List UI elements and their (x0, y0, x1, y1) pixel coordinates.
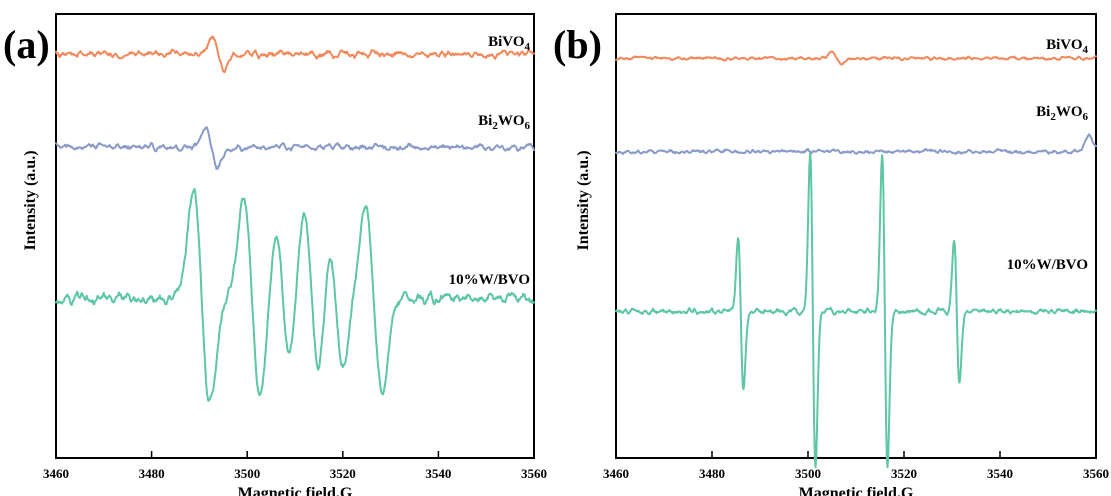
series-label-base: BiVO (488, 34, 524, 50)
series-label: Bi2WO6 (1036, 104, 1088, 123)
x-tick-label: 3460 (43, 466, 69, 481)
series-label: BiVO4 (1046, 37, 1088, 56)
x-tick-label: 3540 (425, 466, 451, 481)
x-tick-label: 3500 (234, 466, 260, 481)
series-label-base: 10%W/BVO (1007, 257, 1088, 273)
x-axis-label: Magnetic field.G (799, 485, 914, 496)
x-tick-label: 3520 (891, 466, 917, 481)
x-tick-label: 3480 (139, 466, 165, 481)
series-line-10-w-bvo (615, 152, 1097, 469)
x-tick-label: 3520 (330, 466, 356, 481)
y-axis-label: Intensity (a.u.) (22, 150, 39, 250)
x-tick-label: 3560 (521, 466, 547, 481)
series-label-subscript: 6 (525, 120, 531, 132)
series-line-10-w-bvo (55, 188, 535, 402)
series-label-base: 10%W/BVO (449, 272, 530, 288)
panel-label: (b) (553, 22, 602, 67)
x-tick-label: 3500 (795, 466, 821, 481)
series-label-tail: WO (498, 113, 525, 129)
series-label: 10%W/BVO (1007, 257, 1088, 273)
series-label-base: Bi (478, 113, 492, 129)
series-label-subscript: 2 (492, 120, 498, 132)
plot-frame (55, 13, 535, 459)
x-tick-label: 3560 (1083, 466, 1109, 481)
series-label-tail: WO (1056, 104, 1083, 120)
series-line-bivo4 (615, 50, 1097, 66)
series-label-subscript: 2 (1050, 111, 1056, 123)
y-axis-label: Intensity (a.u.) (575, 150, 592, 250)
x-axis-label: Magnetic field.G (238, 485, 353, 496)
x-tick-label: 3480 (699, 466, 725, 481)
series-line-bivo4 (55, 35, 535, 74)
plot-frame (615, 13, 1097, 459)
x-tick-label: 3460 (603, 466, 629, 481)
series-label-subscript: 6 (1083, 111, 1089, 123)
series-label: 10%W/BVO (449, 272, 530, 288)
series-label: BiVO4 (488, 34, 530, 53)
chart-panel-0: 3460 3480 3500 3520 3540 3560 Magnetic field.G… (3, 13, 547, 496)
series-line-bi2wo6 (55, 126, 535, 170)
chart-panel-1: 3460 3480 3500 3520 3540 3560 Magnetic field.G… (553, 13, 1109, 496)
series-label-subscript: 4 (525, 41, 531, 53)
panel-label: (a) (3, 22, 50, 67)
series-label: Bi2WO6 (478, 113, 530, 132)
series-label-base: Bi (1036, 104, 1050, 120)
series-line-bi2wo6 (615, 133, 1097, 156)
series-label-subscript: 4 (1083, 44, 1089, 56)
x-tick-label: 3540 (987, 466, 1013, 481)
series-label-base: BiVO (1046, 37, 1082, 53)
